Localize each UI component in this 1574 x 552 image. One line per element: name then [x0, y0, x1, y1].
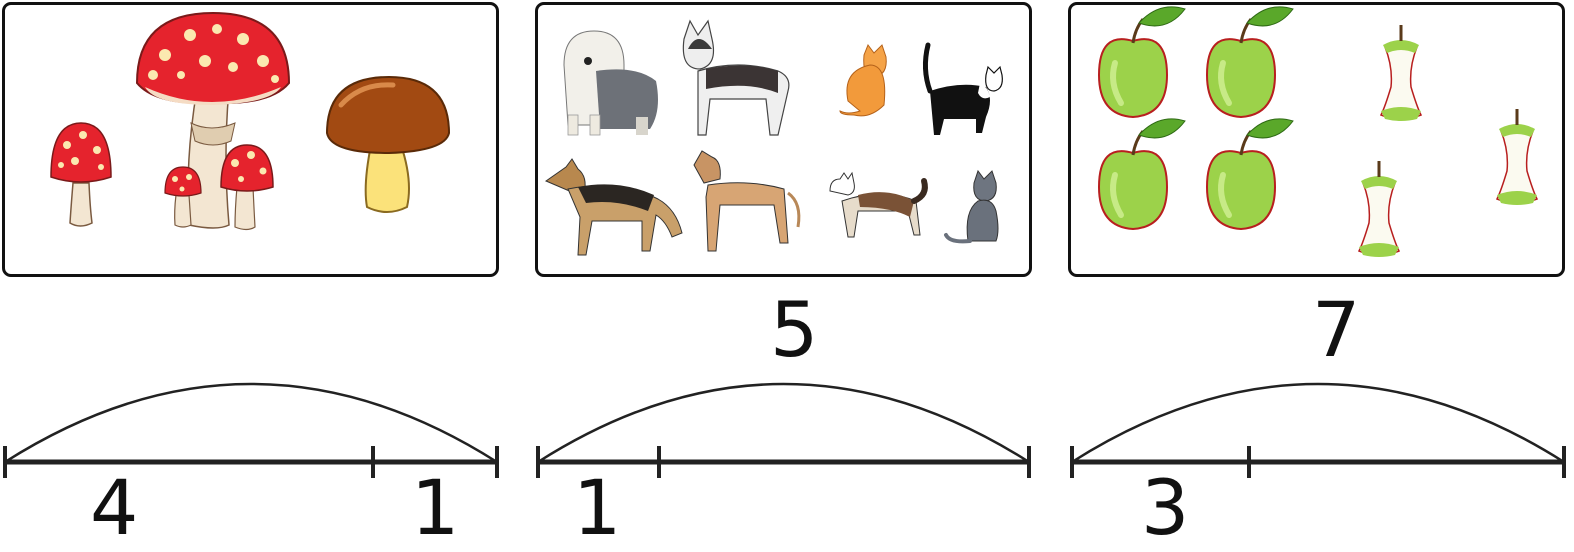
picture-panel-apples — [1068, 2, 1565, 277]
cat-icon — [839, 43, 887, 117]
dog-icon — [682, 19, 790, 136]
part-label-1a: 4 — [90, 463, 139, 552]
cat-icon — [922, 42, 1003, 135]
total-label-2: 5 — [770, 285, 819, 374]
porcini-mushroom-icon — [325, 75, 451, 213]
total-arc-2 — [537, 382, 1030, 464]
picture-panel-mushrooms — [2, 2, 499, 277]
total-arc-1 — [4, 382, 498, 464]
dog-icon — [563, 30, 658, 136]
part-label-1b: 1 — [411, 463, 460, 552]
cat-icon — [829, 171, 928, 238]
fly-agaric-mushroom-icon — [135, 11, 291, 229]
picture-panel-pets — [535, 2, 1032, 277]
cat-icon — [944, 169, 999, 244]
fly-agaric-mushroom-icon — [164, 166, 202, 228]
total-arc-3 — [1071, 382, 1565, 464]
part-label-3a: 3 — [1141, 463, 1190, 552]
fly-agaric-mushroom-icon — [50, 122, 112, 227]
part-label-2a: 1 — [573, 463, 622, 552]
total-label-3: 7 — [1312, 285, 1361, 374]
fly-agaric-mushroom-icon — [220, 144, 274, 231]
dog-icon — [544, 158, 683, 256]
dog-icon — [693, 150, 801, 252]
